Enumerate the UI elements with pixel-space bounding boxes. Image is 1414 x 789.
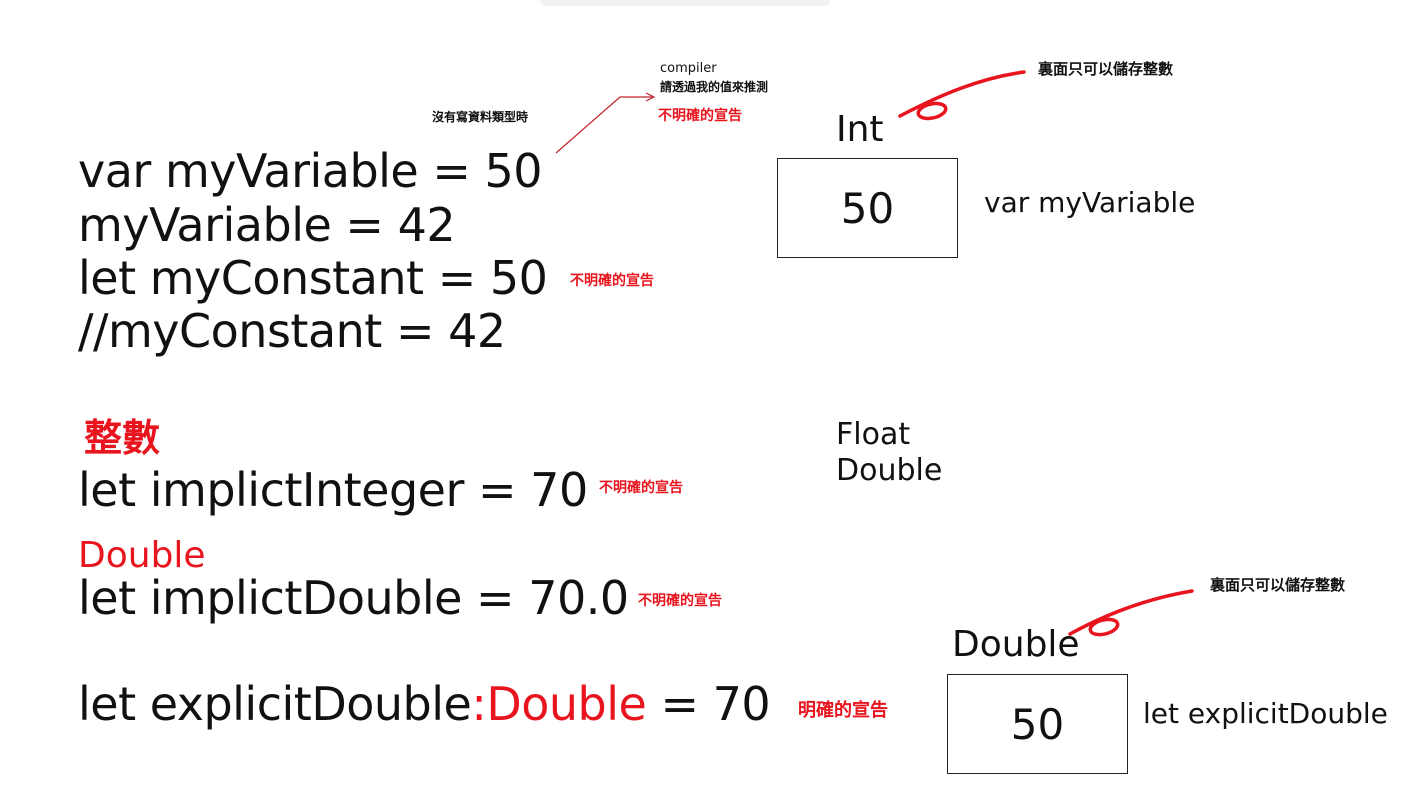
double-label: Double — [836, 453, 943, 488]
let-explicitdouble-label: let explicitDouble — [1143, 697, 1388, 730]
double-note-stroke — [1068, 589, 1194, 636]
int-note-stroke — [898, 70, 1026, 118]
int-type-label: Int — [836, 109, 884, 150]
implicit-declaration-note-constant: 不明確的宣告 — [570, 273, 654, 289]
double-heading: Double — [78, 535, 206, 576]
explicit-double-prefix: let explicitDouble — [78, 677, 472, 731]
int-only-note-top: 裏面只可以儲存整數 — [1038, 60, 1174, 78]
int-memory-box: 50 — [777, 158, 958, 258]
code-line-implicit-integer: let implictInteger = 70 — [78, 463, 588, 517]
code-line-implicit-double: let implictDouble = 70.0 — [78, 571, 629, 625]
implicit-declaration-note-integer: 不明確的宣告 — [599, 480, 683, 496]
explicit-double-type: :Double — [471, 677, 647, 731]
int-note-loop — [916, 101, 948, 121]
double-type-label: Double — [952, 624, 1080, 665]
compiler-note-line1: compiler — [660, 61, 717, 76]
implicit-declaration-note-top: 不明確的宣告 — [658, 108, 742, 124]
code-line-explicit-double: let explicitDouble:Double = 70 — [78, 677, 771, 731]
implicit-declaration-note-double: 不明確的宣告 — [638, 593, 722, 609]
top-decoration-bar — [540, 0, 830, 6]
int-only-note-bottom: 裏面只可以儲存整數 — [1210, 576, 1346, 594]
code-line-var-myvariable: var myVariable = 50 — [78, 144, 543, 198]
var-myvariable-label: var myVariable — [984, 186, 1196, 219]
explicit-declaration-note: 明確的宣告 — [798, 700, 888, 721]
no-type-note: 沒有寫資料類型時 — [432, 110, 529, 124]
compiler-arrow-line — [555, 96, 652, 154]
code-line-commented-myconstant: //myConstant = 42 — [78, 304, 506, 358]
compiler-arrow-head-icon — [645, 92, 656, 102]
int-box-value: 50 — [840, 183, 895, 233]
float-label: Float — [836, 417, 911, 452]
code-line-let-myconstant: let myConstant = 50 — [78, 251, 548, 305]
explicit-double-suffix: = 70 — [646, 677, 771, 731]
compiler-note-line2: 請透過我的值來推測 — [660, 80, 769, 94]
double-box-value: 50 — [1010, 699, 1065, 749]
double-memory-box: 50 — [947, 674, 1128, 774]
integer-heading: 整數 — [84, 416, 161, 460]
code-line-assign-myvariable: myVariable = 42 — [78, 198, 456, 252]
double-note-loop — [1088, 617, 1120, 637]
